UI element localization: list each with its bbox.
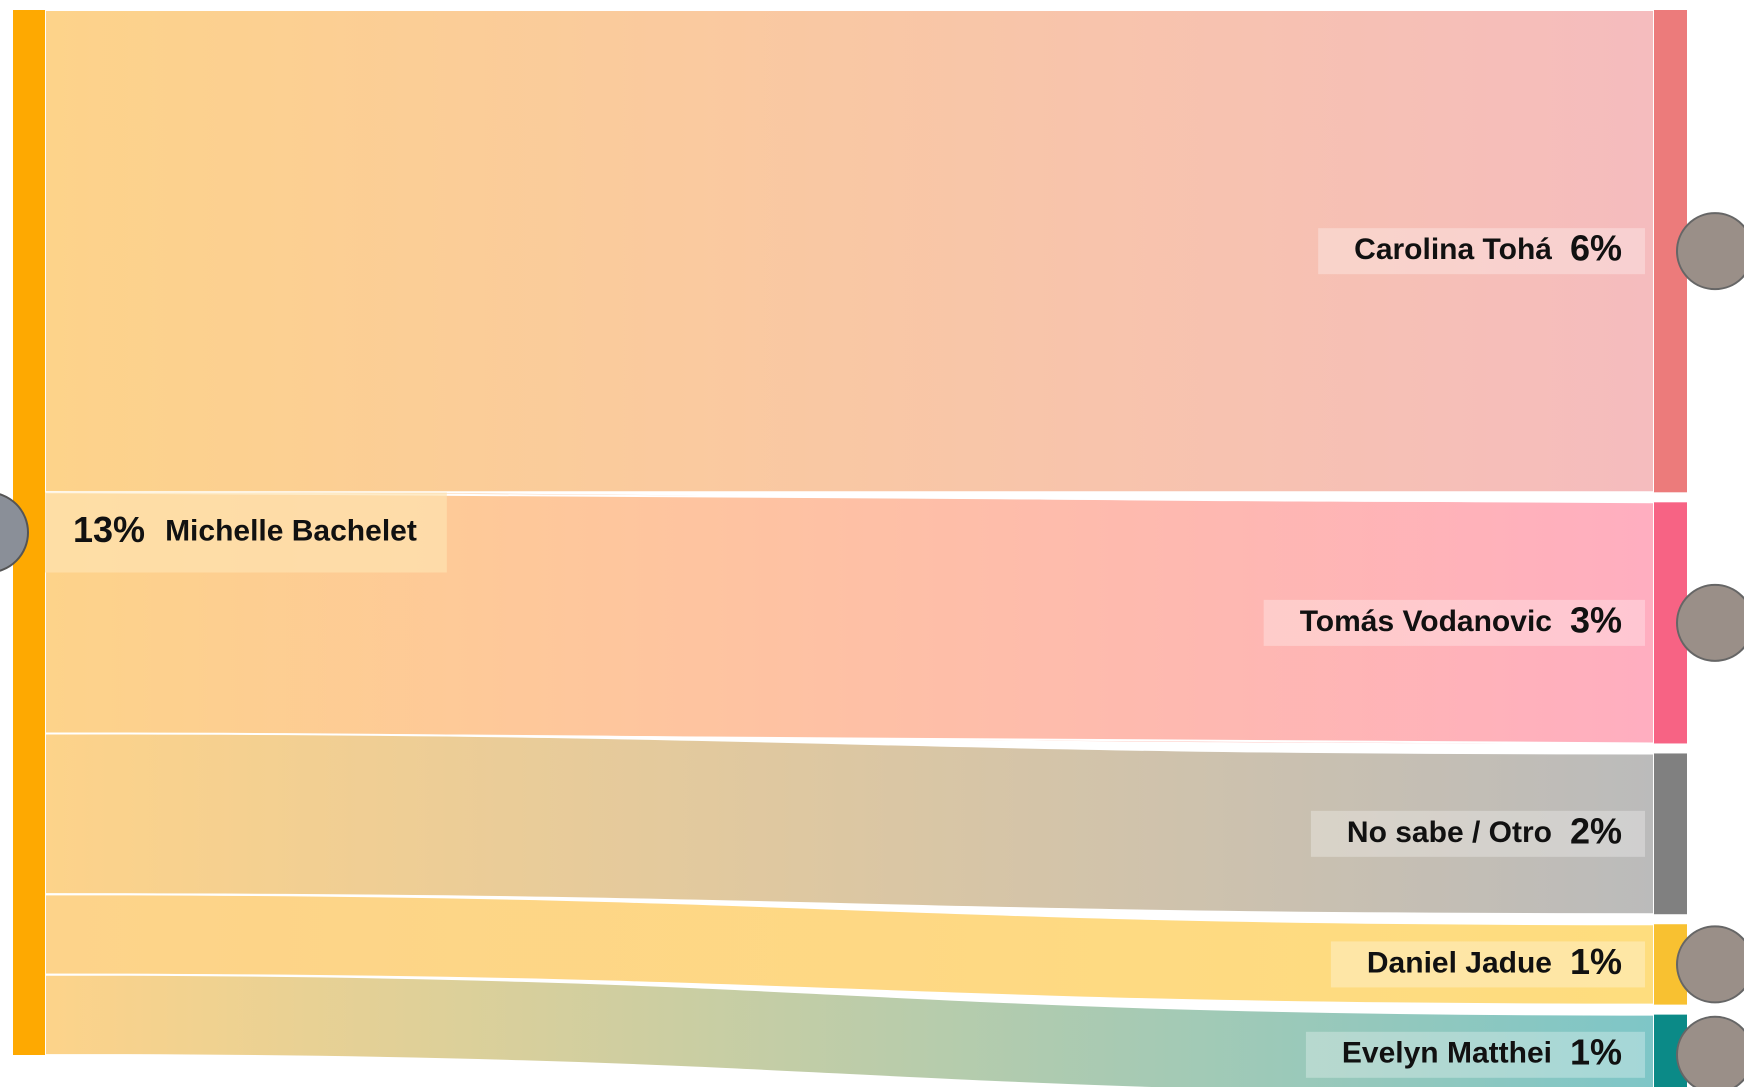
avatar	[1676, 212, 1744, 291]
target-value: 2%	[1570, 810, 1622, 851]
label-background	[1318, 228, 1645, 275]
avatar	[0, 493, 29, 572]
label-background	[1263, 599, 1645, 646]
avatar	[1676, 583, 1744, 662]
label-background	[1310, 810, 1645, 857]
target-value: 6%	[1570, 228, 1622, 269]
source-value: 13%	[73, 509, 145, 550]
link	[44, 973, 1655, 1087]
target-value: 3%	[1570, 599, 1622, 640]
target-value: 1%	[1570, 1031, 1622, 1072]
link	[44, 732, 1655, 916]
target-name: Evelyn Matthei	[1342, 1037, 1552, 1070]
link	[44, 8, 1655, 494]
avatar	[1676, 925, 1744, 1004]
target-name: No sabe / Otro	[1347, 816, 1552, 849]
source-name: Michelle Bachelet	[165, 514, 417, 547]
target-node	[1654, 753, 1687, 915]
link	[44, 893, 1655, 1006]
label-background	[45, 492, 447, 573]
label-background	[1305, 1031, 1645, 1078]
target-value: 1%	[1570, 941, 1622, 982]
target-name: Carolina Tohá	[1354, 233, 1552, 266]
avatar	[1676, 1015, 1744, 1087]
target-name: Daniel Jadue	[1367, 946, 1552, 979]
target-name: Tomás Vodanovic	[1300, 605, 1552, 638]
label-background	[1330, 941, 1645, 988]
